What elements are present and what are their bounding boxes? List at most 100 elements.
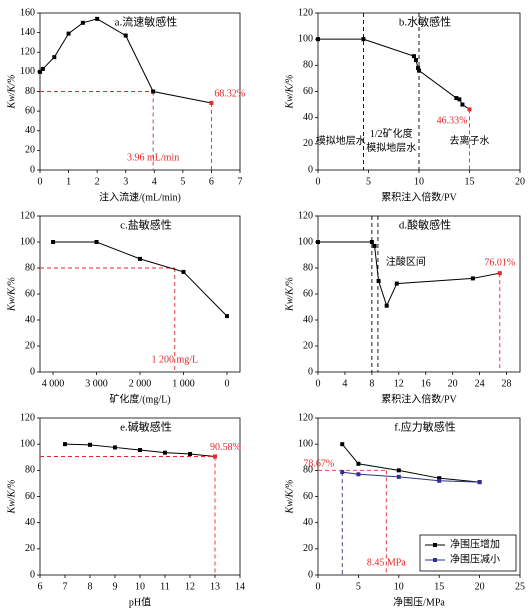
y-tick-label: 20 [25, 340, 35, 351]
y-tick-label: 80 [25, 262, 35, 273]
point [437, 476, 442, 481]
x-tick-label: 7 [63, 581, 68, 592]
x-tick-label: 10 [135, 581, 145, 592]
x-tick-label: 28 [502, 378, 512, 389]
y-tick-label: 100 [20, 66, 35, 77]
point [163, 450, 167, 455]
y-tick-label: 140 [20, 27, 35, 38]
threshold-label: 3.96 mL/min [127, 152, 179, 163]
y-tick-label: 100 [298, 33, 313, 44]
point [138, 256, 142, 261]
x-tick-label: 14 [235, 581, 245, 592]
y-tick-label: 0 [30, 366, 35, 377]
point [413, 58, 418, 63]
point [151, 89, 156, 94]
series-line [53, 241, 228, 317]
value-label: 46.33% [437, 116, 468, 127]
point [454, 96, 459, 101]
region-label: 注酸区间 [386, 255, 426, 268]
x-axis-label: 累积注入倍数/PV [381, 392, 457, 405]
point [340, 442, 345, 447]
chart-title: a.流速敏感性 [115, 15, 178, 29]
x-tick-label: 1 000 [172, 378, 195, 389]
series-line [318, 241, 500, 308]
y-tick-label: 120 [298, 7, 313, 18]
y-tick-label: 40 [303, 112, 313, 123]
point [411, 54, 416, 59]
x-tick-label: 15 [465, 176, 475, 187]
point [394, 281, 399, 286]
x-tick-label: 20 [475, 581, 485, 592]
region-label: 1/2矿化度 [370, 127, 413, 140]
y-tick-label: 40 [25, 125, 35, 136]
x-tick-label: 3 [123, 176, 128, 187]
x-tick-label: 10 [394, 581, 404, 592]
y-axis-label: Kw/K/% [6, 277, 17, 312]
y-tick-label: 40 [303, 517, 313, 528]
y-tick-label: 160 [20, 7, 35, 18]
y-tick-label: 0 [308, 164, 313, 175]
x-tick-label: 20 [448, 378, 458, 389]
point [396, 468, 401, 473]
x-tick-label: 24 [475, 378, 485, 389]
point [224, 314, 229, 319]
y-axis-label: Kw/K/% [6, 75, 17, 110]
y-tick-label: 100 [20, 438, 35, 449]
x-tick-label: 16 [421, 378, 431, 389]
series-line [341, 443, 480, 483]
chart-title: f.应力敏感性 [394, 420, 455, 434]
point [181, 269, 186, 274]
y-tick-label: 120 [298, 210, 313, 221]
y-tick-label: 40 [303, 314, 313, 325]
x-tick-label: 5 [180, 176, 185, 187]
y-tick-label: 40 [25, 314, 35, 325]
y-axis-label: Kw/K/% [284, 480, 295, 515]
y-tick-label: 80 [303, 465, 313, 476]
y-tick-label: 100 [298, 236, 313, 247]
y-tick-label: 80 [25, 86, 35, 97]
point [470, 276, 475, 281]
x-tick-label: 2 000 [129, 378, 152, 389]
y-tick-label: 20 [303, 340, 313, 351]
y-axis-label: Kw/K/% [6, 480, 17, 515]
point [340, 470, 345, 475]
point [52, 55, 57, 60]
point [356, 472, 361, 477]
x-tick-label: 12 [394, 378, 404, 389]
series-line [39, 18, 212, 104]
y-tick-label: 60 [25, 105, 35, 116]
point [384, 303, 389, 308]
x-tick-label: 6 [38, 581, 43, 592]
plot-frame [317, 215, 521, 373]
point [213, 454, 217, 459]
legend-marker [433, 558, 437, 562]
legend-marker [433, 543, 437, 547]
y-tick-label: 100 [20, 236, 35, 247]
x-tick-label: 12 [185, 581, 195, 592]
y-tick-label: 120 [20, 47, 35, 58]
point [88, 442, 92, 447]
y-tick-label: 40 [25, 517, 35, 528]
chart-title: d.酸敏感性 [399, 218, 451, 232]
x-tick-label: 9 [113, 581, 118, 592]
x-tick-label: 20 [515, 176, 525, 187]
point [316, 240, 320, 244]
x-axis-label: 矿化度/(mg/L) [109, 392, 170, 405]
point [477, 480, 482, 485]
point [369, 240, 374, 244]
y-tick-label: 60 [303, 491, 313, 502]
y-axis-label: Kw/K/% [284, 277, 295, 312]
y-tick-label: 20 [303, 543, 313, 554]
x-tick-label: 0 [316, 176, 321, 187]
point [417, 68, 421, 73]
point [356, 461, 361, 466]
point [138, 448, 142, 453]
plot-frame [39, 215, 241, 373]
chart-title: e.碱敏感性 [120, 420, 172, 434]
y-tick-label: 0 [30, 569, 35, 580]
x-tick-label: 5 [356, 581, 361, 592]
point [460, 102, 465, 107]
x-tick-label: 0 [224, 378, 229, 389]
legend-box [419, 534, 517, 572]
